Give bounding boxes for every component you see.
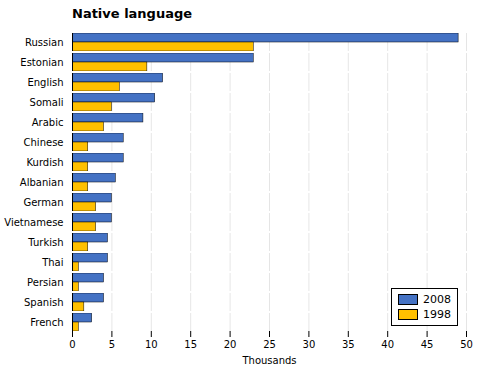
- svg-text:Arabic: Arabic: [32, 117, 64, 128]
- svg-text:Thai: Thai: [41, 257, 63, 268]
- svg-text:Estonian: Estonian: [20, 57, 63, 68]
- svg-text:15: 15: [184, 339, 197, 350]
- svg-text:Russian: Russian: [25, 37, 64, 48]
- svg-text:English: English: [27, 77, 63, 88]
- svg-text:Somali: Somali: [30, 97, 64, 108]
- svg-text:Persian: Persian: [27, 277, 63, 288]
- svg-text:Vietnamese: Vietnamese: [4, 217, 63, 228]
- svg-text:20: 20: [224, 339, 237, 350]
- svg-text:German: German: [23, 197, 63, 208]
- html-text:1998: 1998: [423, 308, 451, 321]
- svg-text:25: 25: [263, 339, 276, 350]
- svg-text:5: 5: [109, 339, 115, 350]
- svg-text:40: 40: [381, 339, 394, 350]
- html-text:Native language: Native language: [72, 6, 193, 21]
- svg-text:50: 50: [460, 339, 473, 350]
- svg-text:35: 35: [342, 339, 355, 350]
- svg-text:Albanian: Albanian: [20, 177, 64, 188]
- svg-text:Thousands: Thousands: [241, 355, 296, 366]
- svg-text:30: 30: [303, 339, 316, 350]
- html-text:2008: 2008: [423, 293, 451, 306]
- svg-text:Turkish: Turkish: [27, 237, 63, 248]
- svg-text:10: 10: [145, 339, 158, 350]
- svg-text:0: 0: [69, 339, 75, 350]
- svg-text:Spanish: Spanish: [24, 297, 64, 308]
- svg-text:Kurdish: Kurdish: [26, 157, 63, 168]
- svg-text:French: French: [30, 317, 63, 328]
- svg-text:Chinese: Chinese: [24, 137, 64, 148]
- svg-text:45: 45: [421, 339, 434, 350]
